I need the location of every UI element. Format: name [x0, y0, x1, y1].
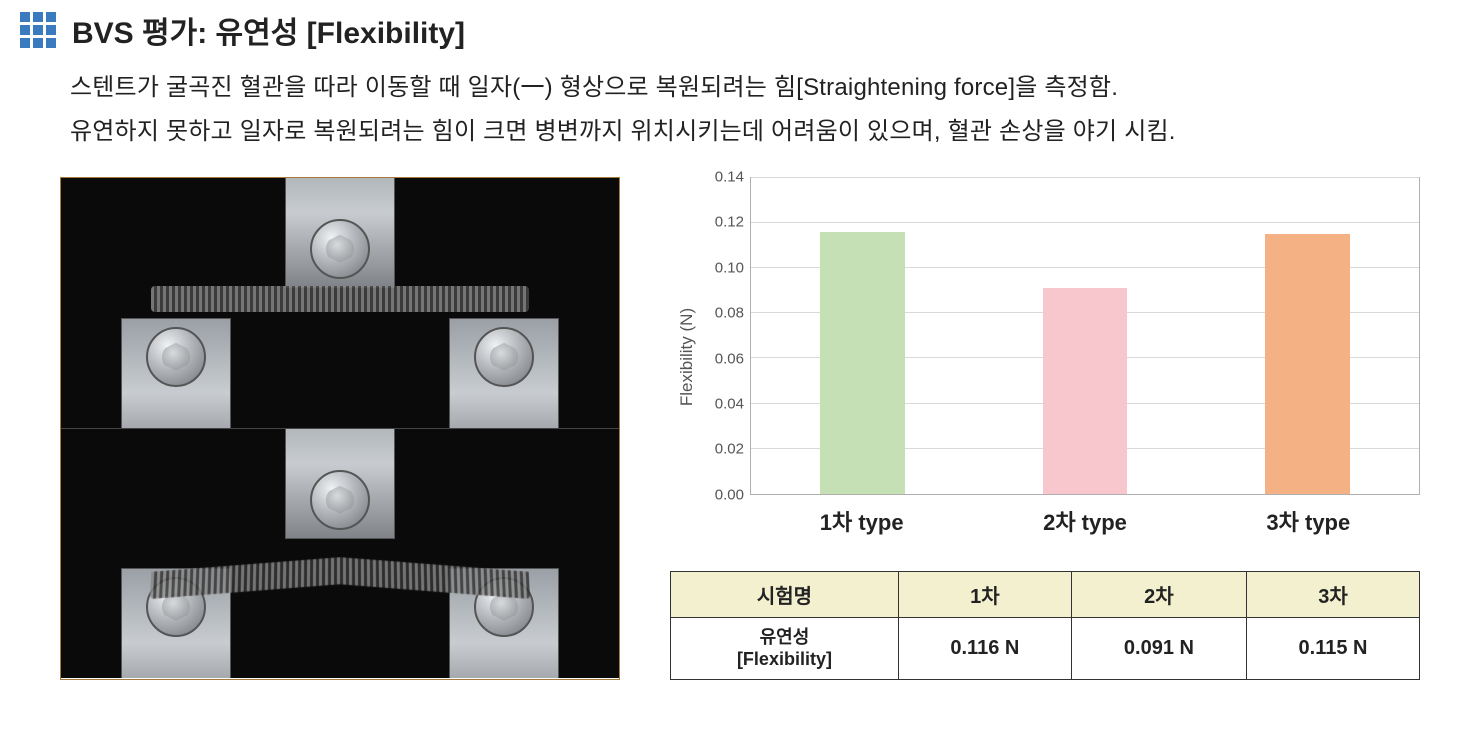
chart-xlabels: 1차 type2차 type3차 type [750, 505, 1420, 537]
right-column: Flexibility (N) 0.00 0.02 0.04 0.06 0.08 0.10… [670, 177, 1420, 680]
table-cell: 0.091 N [1071, 617, 1246, 679]
description-line-2: 유연하지 못하고 일자로 복원되려는 힘이 크면 병변까지 위치시키는데 어려움… [70, 110, 1460, 154]
flexibility-table: 시험명 1차 2차 3차 유연성[Flexibility] 0.116 N 0.… [670, 571, 1420, 680]
content-row: Flexibility (N) 0.00 0.02 0.04 0.06 0.08 0.10… [20, 177, 1460, 680]
table-header: 1차 [898, 571, 1071, 617]
chart-bar [1043, 288, 1128, 493]
experiment-photos [60, 177, 620, 680]
chart-ytick: 0.08 [715, 305, 744, 322]
chart-ylabel: Flexibility (N) [677, 308, 697, 406]
chart-ytick: 0.14 [715, 168, 744, 185]
chart-xlabel: 2차 type [973, 505, 1196, 537]
chart-ytick: 0.02 [715, 441, 744, 458]
chart-ytick: 0.10 [715, 259, 744, 276]
chart-xlabel: 1차 type [750, 505, 973, 537]
chart-ytick: 0.00 [715, 486, 744, 503]
table-row: 유연성[Flexibility] 0.116 N 0.091 N 0.115 N [671, 617, 1420, 679]
description: 스텐트가 굴곡진 혈관을 따라 이동할 때 일자(一) 형상으로 복원되려는 힘… [70, 66, 1460, 155]
table-header: 3차 [1247, 571, 1420, 617]
chart-ytick: 0.12 [715, 214, 744, 231]
chart-plot-area [750, 177, 1420, 495]
table-cell: 0.115 N [1247, 617, 1420, 679]
header: BVS 평가: 유연성 [Flexibility] [20, 8, 1460, 52]
chart-bar [1265, 234, 1350, 494]
table-row-label: 유연성[Flexibility] [671, 617, 899, 679]
table-header: 2차 [1071, 571, 1246, 617]
table-header: 시험명 [671, 571, 899, 617]
chart-yticks: 0.000.020.040.060.080.100.120.14 [704, 177, 750, 495]
photo-before [61, 178, 619, 428]
photo-after [61, 428, 619, 678]
page-title: BVS 평가: 유연성 [Flexibility] [72, 8, 465, 52]
description-line-1: 스텐트가 굴곡진 혈관을 따라 이동할 때 일자(一) 형상으로 복원되려는 힘… [70, 66, 1460, 110]
grid-icon [20, 12, 56, 48]
flexibility-chart: Flexibility (N) 0.00 0.02 0.04 0.06 0.08 0.10… [670, 177, 1420, 537]
chart-ytick: 0.04 [715, 395, 744, 412]
chart-ytick: 0.06 [715, 350, 744, 367]
chart-bar [820, 232, 905, 494]
table-cell: 0.116 N [898, 617, 1071, 679]
chart-xlabel: 3차 type [1197, 505, 1420, 537]
table-header-row: 시험명 1차 2차 3차 [671, 571, 1420, 617]
